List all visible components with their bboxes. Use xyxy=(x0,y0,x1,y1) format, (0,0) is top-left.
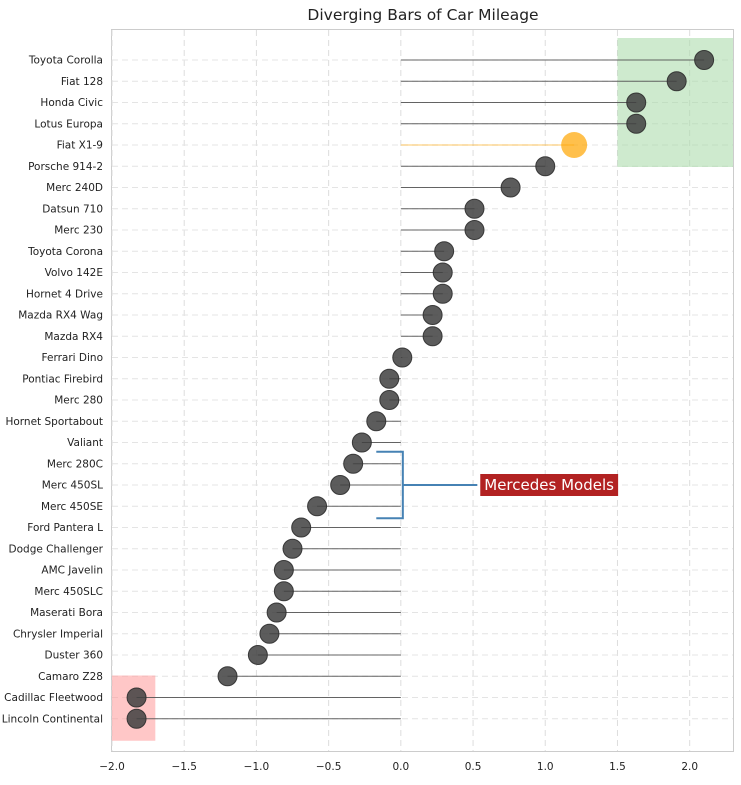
point-volvo-142e xyxy=(432,262,453,283)
point-fiat-128 xyxy=(666,71,687,92)
y-tick-label: Merc 280 xyxy=(54,395,103,407)
y-tick-label: Hornet Sportabout xyxy=(5,416,103,428)
y-tick-labels: Toyota Corolla Fiat 128 Honda Civic Lotus E… xyxy=(2,55,104,726)
point-cadillac-fleetwood xyxy=(126,687,147,708)
bottom-region xyxy=(112,675,156,741)
y-tick-label: Merc 450SE xyxy=(41,501,103,513)
y-tick-label: Volvo 142E xyxy=(45,267,103,279)
point-ford-pantera-l xyxy=(291,517,312,538)
mercedes-label: Mercedes Models xyxy=(484,476,614,494)
x-tick-label: 0.5 xyxy=(465,761,482,773)
point-honda-civic xyxy=(626,92,647,113)
point-lincoln-continental xyxy=(126,708,147,729)
point-merc-240d xyxy=(500,177,521,198)
y-tick-label: Merc 230 xyxy=(54,225,103,237)
point-hornet-4-drive xyxy=(432,283,453,304)
region-layer xyxy=(112,38,733,741)
y-tick-label: Toyota Corolla xyxy=(28,55,103,67)
mercedes-bracket xyxy=(376,450,478,520)
point-mazda-rx4 xyxy=(422,326,443,347)
mercedes-label-background xyxy=(480,474,619,496)
y-tick-label: Toyota Corona xyxy=(27,246,103,258)
x-tick-labels: −2.0 −1.5 −1.0 −0.5 0.0 0.5 1.0 1.5 2.0 xyxy=(99,761,698,773)
x-tick-label: −0.5 xyxy=(316,761,342,773)
point-hornet-sportabout xyxy=(366,411,387,432)
point-porsche-914-2 xyxy=(535,156,556,177)
y-tick-label: Lotus Europa xyxy=(34,118,103,130)
chart-title: Diverging Bars of Car Mileage xyxy=(307,6,538,24)
y-tick-label: Porsche 914-2 xyxy=(28,161,103,173)
x-tick-label: −1.0 xyxy=(244,761,270,773)
point-dodge-challenger xyxy=(282,538,303,559)
x-tick-label: 1.0 xyxy=(537,761,554,773)
point-pontiac-firebird xyxy=(379,368,400,389)
point-datsun-710 xyxy=(464,198,485,219)
y-tick-label: Chrysler Imperial xyxy=(13,628,103,640)
y-tick-label: Mazda RX4 xyxy=(44,331,103,343)
y-tick-label: Camaro Z28 xyxy=(38,671,103,683)
y-tick-label: AMC Javelin xyxy=(41,565,103,577)
point-layer xyxy=(126,50,715,729)
y-tick-label: Datsun 710 xyxy=(42,203,103,215)
x-tick-label: −2.0 xyxy=(99,761,125,773)
y-tick-label: Mazda RX4 Wag xyxy=(18,310,103,322)
point-camaro-z28 xyxy=(217,666,238,687)
point-toyota-corolla xyxy=(694,50,715,70)
y-tick-label: Cadillac Fleetwood xyxy=(4,692,103,704)
y-tick-label: Ferrari Dino xyxy=(42,352,103,364)
y-tick-label: Merc 450SL xyxy=(42,480,103,492)
point-merc-280c xyxy=(343,453,364,474)
x-tick-label: 0.0 xyxy=(392,761,409,773)
stem-layer xyxy=(136,59,705,720)
y-tick-label: Pontiac Firebird xyxy=(22,373,103,385)
point-merc-280 xyxy=(379,390,400,410)
y-tick-label: Merc 240D xyxy=(46,182,103,194)
y-tick-label: Lincoln Continental xyxy=(2,713,103,725)
point-valiant xyxy=(351,432,372,453)
x-tick-label: 2.0 xyxy=(681,761,698,773)
point-chrysler-imperial xyxy=(259,623,280,644)
point-maserati-bora xyxy=(266,602,287,623)
y-tick-label: Merc 450SLC xyxy=(34,586,103,598)
y-tick-label: Ford Pantera L xyxy=(27,522,103,534)
y-tick-label: Fiat X1-9 xyxy=(57,140,103,152)
y-tick-label: Maserati Bora xyxy=(30,607,103,619)
y-tick-label: Hornet 4 Drive xyxy=(26,288,103,300)
point-mazda-rx4-wag xyxy=(422,305,443,325)
point-lotus-europa xyxy=(626,113,647,134)
point-merc-450se xyxy=(307,496,328,517)
y-tick-label: Merc 280C xyxy=(47,458,103,470)
point-ferrari-dino xyxy=(392,347,413,368)
y-tick-label: Honda Civic xyxy=(40,97,103,109)
point-merc-450slc xyxy=(273,581,294,602)
y-tick-label: Dodge Challenger xyxy=(9,543,104,555)
point-merc-450sl xyxy=(330,475,351,495)
y-tick-label: Duster 360 xyxy=(45,650,103,662)
x-tick-label: −1.5 xyxy=(171,761,197,773)
x-tick-label: 1.5 xyxy=(609,761,626,773)
point-fiat-x1-9 xyxy=(561,132,588,158)
point-amc-javelin xyxy=(273,560,294,580)
point-duster-360 xyxy=(247,645,268,665)
y-tick-label: Valiant xyxy=(67,437,103,449)
annotation-layer: Mercedes Models xyxy=(376,450,619,520)
point-merc-230 xyxy=(464,220,485,240)
y-tick-label: Fiat 128 xyxy=(61,76,103,88)
point-toyota-corona xyxy=(434,241,455,262)
